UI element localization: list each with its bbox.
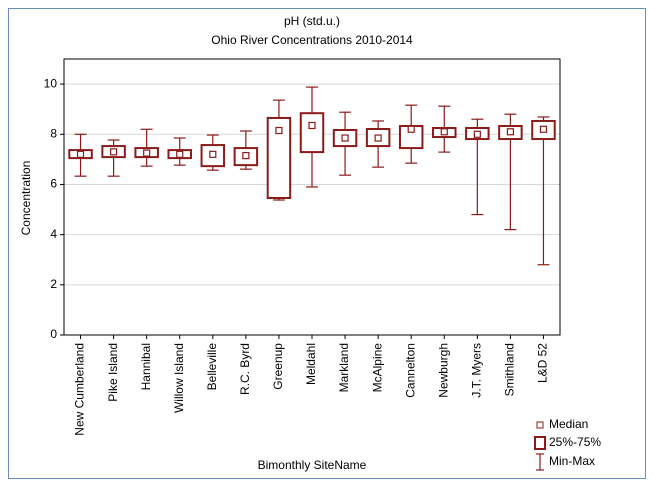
x-tick-label: Greenup [271, 343, 285, 390]
x-tick-label: Meldahl [304, 343, 318, 385]
median [242, 152, 250, 160]
median [308, 121, 316, 130]
legend-label: Median [549, 417, 588, 431]
x-tick-label: Markland [337, 343, 351, 392]
median [473, 130, 481, 138]
median [440, 128, 448, 136]
box [299, 112, 325, 154]
x-tick-label: Hannibal [139, 343, 153, 390]
median [109, 148, 118, 156]
x-tick-label: R.C. Byrd [238, 343, 252, 395]
y-tick-label: 6 [50, 177, 57, 191]
y-tick-label: 10 [44, 76, 58, 90]
x-tick-label: Cannelton [403, 343, 417, 398]
x-axis-label: Bimonthly SiteName [258, 458, 367, 472]
x-tick-label: Pike Island [106, 343, 120, 402]
x-tick-label: Newburgh [436, 343, 450, 398]
legend-box-icon [534, 436, 546, 450]
x-tick-label: Smithland [503, 343, 517, 396]
legend-median-icon [536, 421, 544, 429]
median [539, 125, 548, 133]
median [506, 128, 514, 136]
median [407, 125, 415, 133]
x-tick-label: Belleville [205, 343, 219, 391]
median [176, 150, 184, 158]
chart-title: pH (std.u.) [284, 14, 340, 28]
legend-label: Min-Max [549, 454, 595, 468]
y-axis-label: Concentration [19, 161, 33, 236]
chart-subtitle: Ohio River Concentrations 2010-2014 [211, 33, 413, 47]
x-tick-label: McAlpine [370, 343, 384, 393]
median [209, 150, 217, 158]
y-tick-label: 0 [50, 327, 57, 341]
median [143, 149, 151, 157]
y-tick-label: 2 [50, 277, 57, 291]
y-tick-label: 8 [50, 126, 57, 140]
box [266, 116, 292, 200]
median [275, 126, 283, 135]
median [76, 150, 85, 158]
x-tick-label: Willow Island [172, 343, 186, 413]
x-tick-label: J.T. Myers [470, 343, 484, 398]
x-tick-label: New Cumberland [73, 343, 87, 436]
x-tick-label: L&D 52 [536, 343, 550, 383]
frame [8, 8, 646, 479]
legend-label: 25%-75% [549, 435, 601, 449]
y-tick-label: 4 [50, 227, 57, 241]
median [341, 134, 349, 142]
median [374, 134, 382, 142]
